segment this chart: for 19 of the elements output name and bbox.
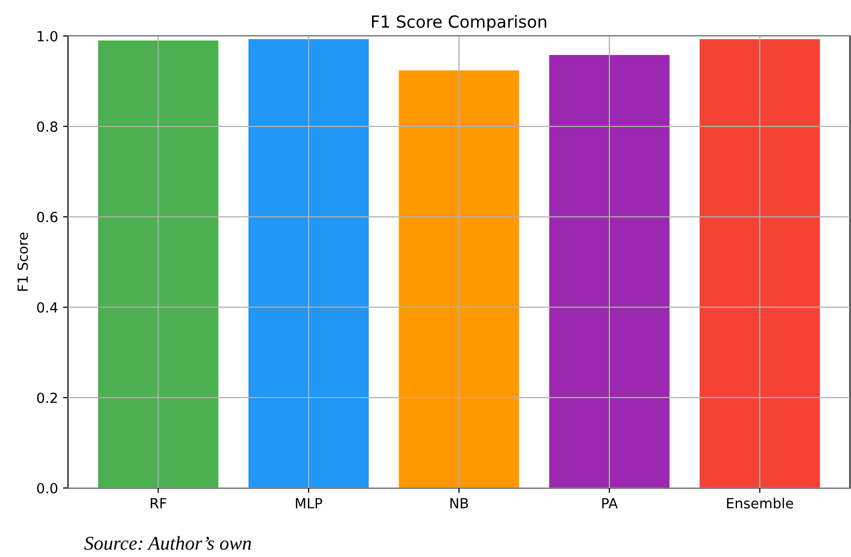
bar	[549, 54, 670, 488]
y-axis-title: F1 Score	[17, 232, 28, 291]
bar	[248, 39, 369, 488]
x-tick-label: RF	[150, 498, 166, 508]
source-note: Source: Author’s own	[84, 536, 252, 550]
y-tick-label: 0.2	[37, 392, 57, 404]
bar	[98, 40, 218, 488]
y-tick-label: 0.6	[37, 212, 58, 222]
y-tick-label: 1.0	[38, 30, 58, 42]
y-tick-label: 0.8	[37, 121, 58, 132]
bar	[398, 70, 520, 488]
y-tick-label: 0.4	[37, 302, 58, 313]
bar	[700, 39, 820, 488]
x-tick-label: PA	[602, 498, 618, 508]
x-tick-label: Ensemble	[727, 498, 794, 508]
chart-title: F1 Score Comparison	[372, 15, 546, 32]
x-tick-label: MLP	[296, 498, 322, 508]
y-tick-label: 0.0	[37, 482, 58, 494]
x-tick-label: NB	[450, 498, 468, 508]
